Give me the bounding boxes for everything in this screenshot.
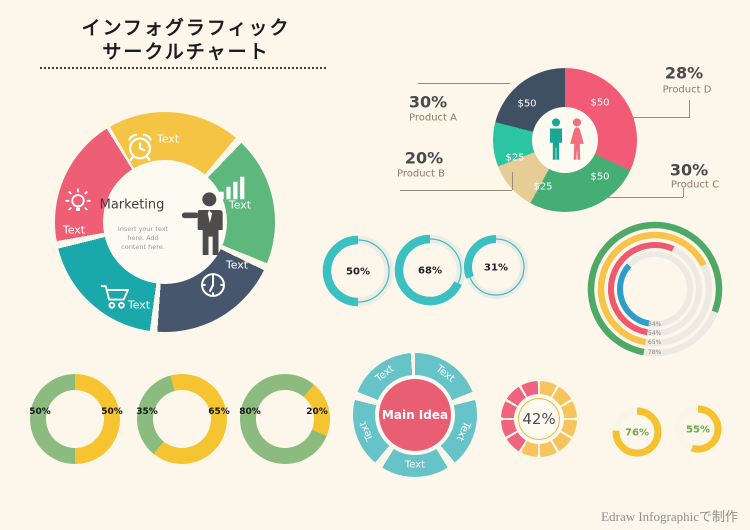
page-title-line2: サークルチャート (102, 41, 270, 63)
progress-ring-label: 31% (484, 262, 508, 274)
wheel-center-title: Marketing (99, 197, 165, 213)
callout-line-d (633, 117, 690, 118)
wheel-segment-label: Text (225, 258, 249, 272)
woman-icon (570, 118, 584, 160)
callout-pct: 20% (404, 148, 444, 168)
slice-amount: $25 (533, 181, 553, 193)
wheel-segment-label: Text (156, 132, 180, 146)
donut-right-label: 20% (306, 407, 328, 417)
businessman-icon (181, 192, 223, 255)
main-idea-wheel: Text Text Text Text Text Main Idea (353, 353, 477, 477)
donut-right-label: 65% (208, 407, 230, 417)
main-idea-center-label: Main Idea (381, 408, 449, 422)
wheel-segment-label: Text (228, 198, 252, 212)
donut-left-label: 80% (239, 407, 261, 417)
progress-ring-31 (464, 235, 528, 299)
alarm-clock-icon (128, 133, 152, 161)
progress-ring-label: 50% (346, 266, 370, 278)
ring-pct-label: 65% (648, 339, 662, 346)
donut-left-label: 50% (29, 407, 51, 417)
page-title: インフォグラフィック サークルチャート (40, 16, 332, 64)
concentric-rings-chart (587, 221, 723, 357)
donut-hole (256, 390, 314, 448)
callout-pct: 30% (408, 92, 448, 112)
callout-name: Product C (670, 179, 720, 191)
product-donut-hub (532, 107, 598, 173)
two-tone-donut-3: 80% 20% (239, 374, 330, 464)
callout-line-a (418, 83, 510, 84)
progress-ring-68 (394, 234, 466, 306)
slice-amount: $25 (505, 152, 525, 164)
segmented-ring-value: 42% (522, 410, 556, 428)
donut-hole (46, 390, 104, 448)
page-title-line1: インフォグラフィック (81, 17, 291, 39)
wheel-segment-label: Text (127, 298, 151, 312)
inner-accent-ring (518, 398, 560, 440)
main-idea-core (379, 379, 451, 451)
donut-right-label: 50% (101, 407, 123, 417)
ring-pct-label: 78% (648, 349, 662, 356)
yellow-ring-label: 55% (686, 424, 710, 436)
donut-hole (153, 390, 211, 448)
product-donut: $50 $50 $25 $25 $50 (493, 68, 637, 212)
man-icon (549, 118, 563, 160)
light-bulb-icon (65, 188, 91, 211)
callout-line-c-tick (683, 188, 684, 197)
callout-line-d-tick (689, 100, 690, 117)
callout-pct: 30% (669, 160, 709, 180)
progress-ring-50 (322, 235, 394, 307)
callout-line-b (400, 190, 512, 191)
progress-ring-label: 68% (418, 265, 442, 277)
credit-text: Edraw Infographicで制作 (601, 509, 738, 524)
slice-amount: $50 (590, 171, 610, 183)
ring-pct-label: 34% (648, 321, 662, 328)
ring-pct-label: 54% (648, 330, 662, 337)
callout-name: Product D (662, 84, 712, 96)
yellow-ring-label: 76% (625, 427, 649, 439)
two-tone-donut-1: 50% 50% (29, 374, 123, 464)
shopping-cart-icon (100, 285, 129, 309)
callout-pct: 28% (664, 63, 704, 83)
bar-chart-icon (219, 176, 245, 200)
slice-amount: $50 (517, 98, 537, 110)
callout-name: Product B (396, 168, 446, 180)
callout-line-c (598, 197, 683, 198)
callout-line-b-tick (512, 172, 513, 190)
main-idea-segment-label: Text (404, 459, 426, 471)
wheel-center-note: Insert your text here. Add content here. (117, 225, 169, 251)
callout-name: Product A (409, 112, 457, 124)
wall-clock-icon (201, 273, 225, 297)
donut-left-label: 35% (136, 407, 158, 417)
two-tone-donut-2: 35% 65% (136, 374, 230, 464)
segmented-ring-42: 42% (501, 381, 577, 457)
marketing-wheel: Text Text Text Text Text Marketing Inser… (55, 112, 275, 332)
wheel-segment-label: Text (62, 223, 86, 237)
slice-amount: $50 (590, 97, 610, 109)
yellow-ring-55 (674, 405, 722, 453)
title-underline (40, 67, 326, 69)
yellow-ring-76 (612, 407, 662, 457)
